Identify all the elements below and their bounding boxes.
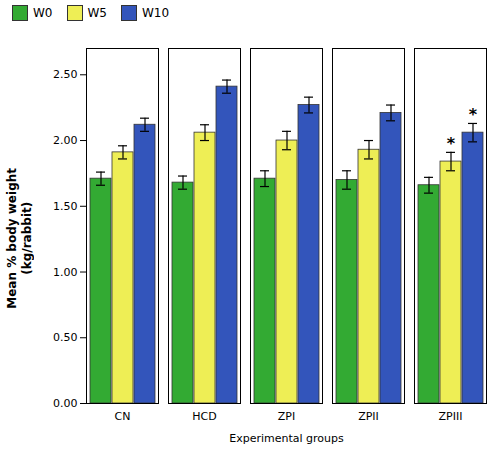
svg-text:0.00: 0.00 [53,397,78,410]
svg-text:1.00: 1.00 [53,266,78,279]
svg-text:ZPIII: ZPIII [439,410,463,423]
svg-text:ZPI: ZPI [278,410,295,423]
svg-text:0.50: 0.50 [53,331,78,344]
svg-text:*: * [447,134,456,153]
svg-text:2.00: 2.00 [53,134,78,147]
svg-text:1.50: 1.50 [53,200,78,213]
svg-text:2.50: 2.50 [53,68,78,81]
html-text:W0: W0 [33,5,53,20]
svg-text:*: * [469,105,478,124]
html-text:W5: W5 [87,5,107,20]
svg-text:Experimental groups: Experimental groups [229,432,344,445]
svg-text:CN: CN [115,410,131,423]
html-text:Mean % body weight (kg/rabbit): Mean % body weight (kg/rabbit) [5,168,34,309]
svg-text:ZPII: ZPII [358,410,379,423]
svg-text:HCD: HCD [192,410,216,423]
html-text:W10: W10 [142,5,170,20]
